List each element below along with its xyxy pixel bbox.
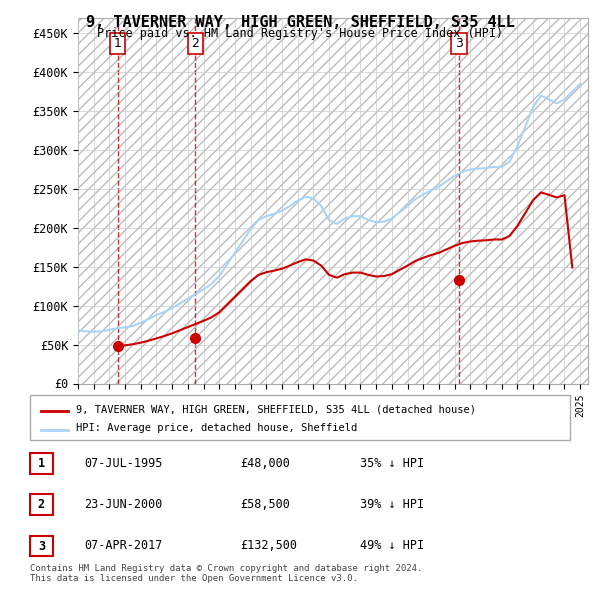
Text: HPI: Average price, detached house, Sheffield: HPI: Average price, detached house, Shef… — [76, 424, 357, 434]
Text: 9, TAVERNER WAY, HIGH GREEN, SHEFFIELD, S35 4LL: 9, TAVERNER WAY, HIGH GREEN, SHEFFIELD, … — [86, 15, 514, 30]
Text: Price paid vs. HM Land Registry's House Price Index (HPI): Price paid vs. HM Land Registry's House … — [97, 27, 503, 40]
FancyBboxPatch shape — [30, 536, 53, 556]
Text: 2: 2 — [191, 37, 199, 50]
Text: 3: 3 — [455, 37, 463, 50]
Text: 2: 2 — [38, 498, 45, 512]
Text: 49% ↓ HPI: 49% ↓ HPI — [360, 539, 424, 552]
Text: 1: 1 — [113, 37, 121, 50]
FancyBboxPatch shape — [30, 494, 53, 515]
Text: 35% ↓ HPI: 35% ↓ HPI — [360, 457, 424, 470]
Text: 07-APR-2017: 07-APR-2017 — [84, 539, 163, 552]
Text: 1: 1 — [38, 457, 45, 470]
FancyBboxPatch shape — [30, 395, 570, 440]
Text: 9, TAVERNER WAY, HIGH GREEN, SHEFFIELD, S35 4LL (detached house): 9, TAVERNER WAY, HIGH GREEN, SHEFFIELD, … — [76, 405, 476, 414]
Text: 07-JUL-1995: 07-JUL-1995 — [84, 457, 163, 470]
FancyBboxPatch shape — [30, 453, 53, 474]
Text: £48,000: £48,000 — [240, 457, 290, 470]
Text: Contains HM Land Registry data © Crown copyright and database right 2024.
This d: Contains HM Land Registry data © Crown c… — [30, 563, 422, 583]
Text: £58,500: £58,500 — [240, 498, 290, 511]
Text: 39% ↓ HPI: 39% ↓ HPI — [360, 498, 424, 511]
Text: £132,500: £132,500 — [240, 539, 297, 552]
Text: 3: 3 — [38, 539, 45, 553]
Text: 23-JUN-2000: 23-JUN-2000 — [84, 498, 163, 511]
